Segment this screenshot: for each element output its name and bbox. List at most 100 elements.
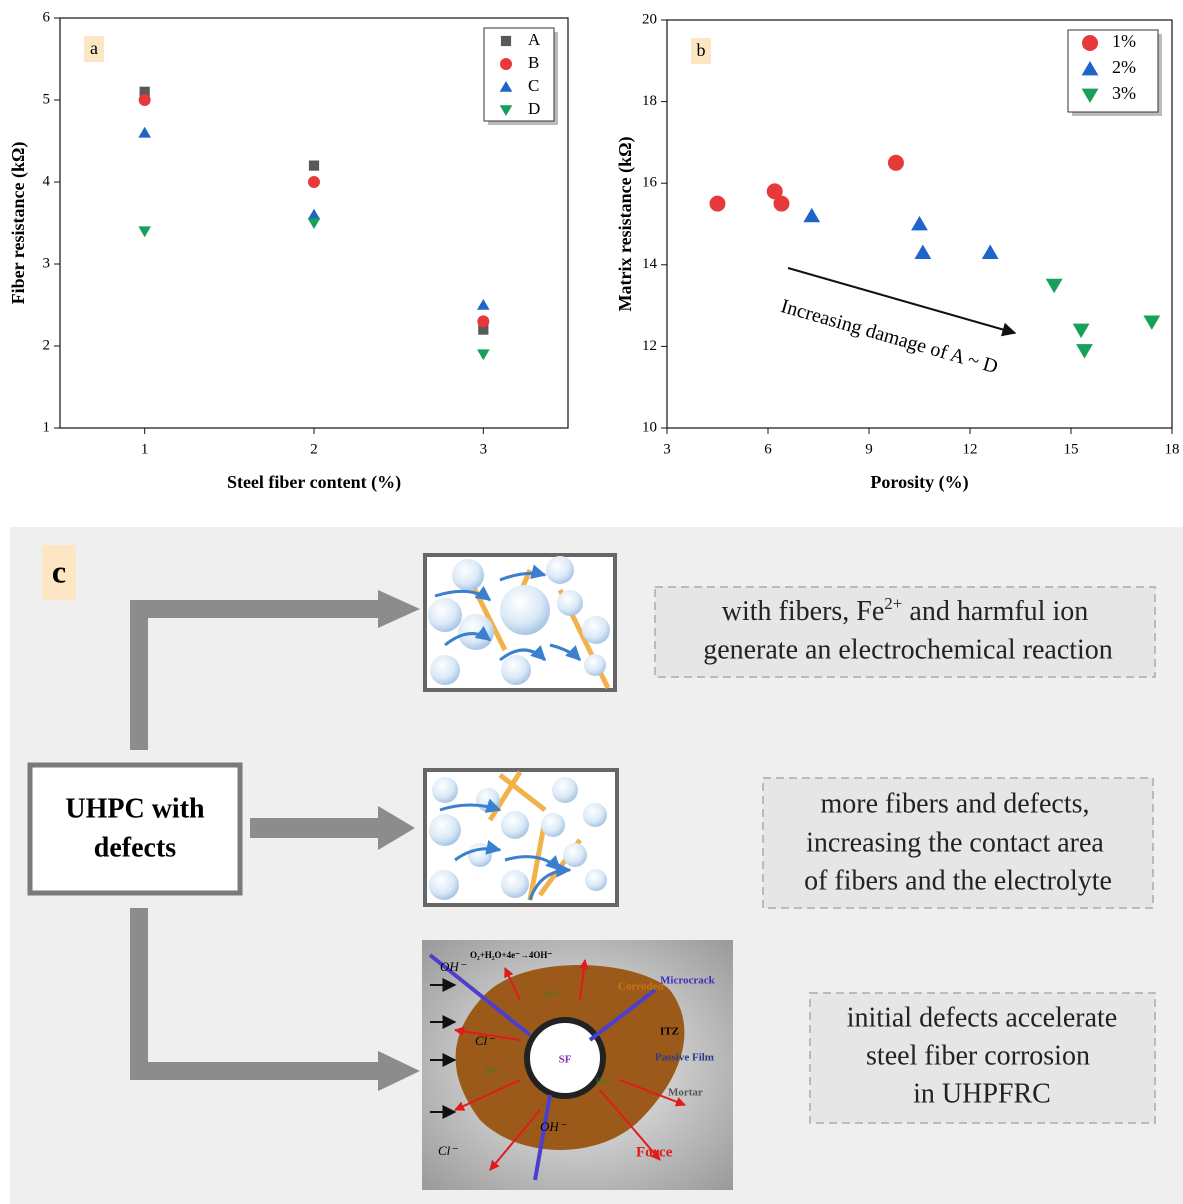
y-tick-label: 18 (642, 93, 657, 109)
legend-label: C (528, 76, 539, 95)
point (887, 154, 904, 171)
note-text: with fibers, Fe (722, 596, 885, 627)
panel-label: b (697, 40, 706, 60)
panel-c: c UHPC with defects O₂+H₂O+4e⁻→4OH⁻ OH⁻ … (10, 527, 1183, 1204)
panel-label: c (52, 553, 66, 589)
point (307, 208, 321, 220)
legend-label: A (528, 30, 541, 49)
y-axis-label: Matrix resistance (kΩ) (615, 136, 636, 311)
legend-label: B (528, 53, 539, 72)
y-tick-label: 12 (642, 338, 657, 354)
corrosion-label: Fe²⁺ (485, 1067, 500, 1076)
corrosion-label: Passive Film (655, 1052, 714, 1064)
microstructure-2 (423, 768, 619, 907)
y-tick-label: 6 (43, 9, 51, 25)
point (478, 324, 489, 335)
note-text: generate an electrochemical reaction (703, 634, 1113, 665)
annotation-arrow (787, 267, 1017, 337)
point (803, 207, 821, 223)
y-tick-label: 20 (642, 11, 657, 27)
y-tick-label: 16 (642, 175, 658, 191)
panel-label: a (90, 38, 98, 58)
x-tick-label: 6 (764, 441, 772, 457)
microstructure-1 (423, 553, 617, 692)
arrows (130, 590, 420, 1091)
legend-marker (499, 81, 513, 92)
chart: 10 12 14 16 18 20 3 6 9 12 15 18 Porosity (%) Matrix … (615, 11, 1179, 493)
note-text: steel fiber corrosion (866, 1040, 1090, 1071)
x-tick-label: 9 (865, 441, 873, 457)
note-text: more fibers and defects, (821, 788, 1090, 819)
panel-label-box (42, 545, 76, 600)
point (138, 94, 151, 106)
point (138, 226, 151, 238)
point (308, 176, 320, 188)
corrosion-label: Corroded (618, 981, 664, 993)
corrosion-label: Cl⁻ (438, 1143, 458, 1158)
point (1143, 315, 1161, 330)
point (1045, 278, 1063, 294)
point (307, 218, 321, 229)
x-tick-label: 3 (480, 441, 488, 457)
chart: 1 2 3 4 5 6 1 2 3 Steel fiber content (%) Fiber re… (8, 9, 569, 493)
point (477, 299, 490, 310)
legend-label: 3% (1112, 83, 1136, 103)
legend-marker (1081, 61, 1099, 76)
panel-label-box (691, 38, 711, 64)
y-tick-label: 4 (43, 173, 51, 189)
y-tick-label: 5 (43, 91, 51, 107)
corrosion-label: Fe²⁺ (596, 1077, 611, 1086)
note-text: 2+ (884, 594, 902, 613)
note-box (654, 586, 1156, 678)
legend-marker (1081, 88, 1099, 103)
y-tick-label: 3 (43, 255, 51, 271)
point (709, 195, 726, 212)
source-box (27, 762, 243, 896)
point (139, 86, 150, 97)
corrosion-label: Force (636, 1144, 673, 1160)
point (1072, 323, 1090, 339)
corrosion-label: Mortar (668, 1087, 703, 1099)
corrosion-diagram: O₂+H₂O+4e⁻→4OH⁻ OH⁻ Cl⁻ Cl⁻ OH⁻ Corroded… (422, 940, 733, 1190)
corrosion-label: OH⁻ (540, 1119, 567, 1134)
corrosion-label: ITZ (660, 1026, 679, 1038)
y-axis-label: Fiber resistance (kΩ) (8, 142, 29, 305)
legend-label: D (528, 99, 540, 118)
note-text: with fibers, Fe2+ and harmful ion (722, 594, 1088, 628)
point (477, 315, 490, 328)
note-text: increasing the contact area (806, 827, 1104, 858)
panel-label-box (84, 36, 104, 62)
annotation: Increasing damage of A ~ D (778, 295, 1000, 378)
source-text: defects (94, 832, 177, 863)
plot-frame (666, 19, 1173, 429)
point (138, 126, 151, 138)
corrosion-label: O₂+H₂O+4e⁻→4OH⁻ (470, 950, 552, 960)
legend-marker (500, 35, 512, 47)
corrosion-label: Microcrack (660, 975, 716, 987)
corrosion-label: Cl⁻ (475, 1033, 495, 1048)
x-tick-label: 2 (310, 441, 318, 457)
point (911, 216, 928, 231)
x-tick-label: 1 (141, 441, 149, 457)
y-tick-label: 10 (642, 419, 657, 435)
point (773, 195, 790, 212)
corrosion-label: OH⁻ (440, 959, 467, 974)
corrosion-label: Fe²⁺ (545, 990, 560, 999)
note-text: of fibers and the electrolyte (804, 865, 1112, 896)
note-text: and harmful ion (902, 596, 1088, 627)
source-text: UHPC with (65, 793, 205, 824)
legend-marker (500, 58, 512, 70)
legend-label: 1% (1112, 31, 1136, 51)
x-tick-label: 3 (663, 441, 671, 457)
point (1076, 344, 1093, 359)
x-tick-label: 18 (1165, 441, 1180, 457)
point (914, 244, 932, 259)
point (981, 244, 999, 259)
legend-label: 2% (1112, 57, 1136, 77)
x-axis-label: Porosity (%) (870, 472, 968, 493)
note-box (809, 992, 1156, 1124)
y-tick-label: 1 (43, 419, 51, 435)
x-tick-label: 12 (963, 441, 978, 457)
